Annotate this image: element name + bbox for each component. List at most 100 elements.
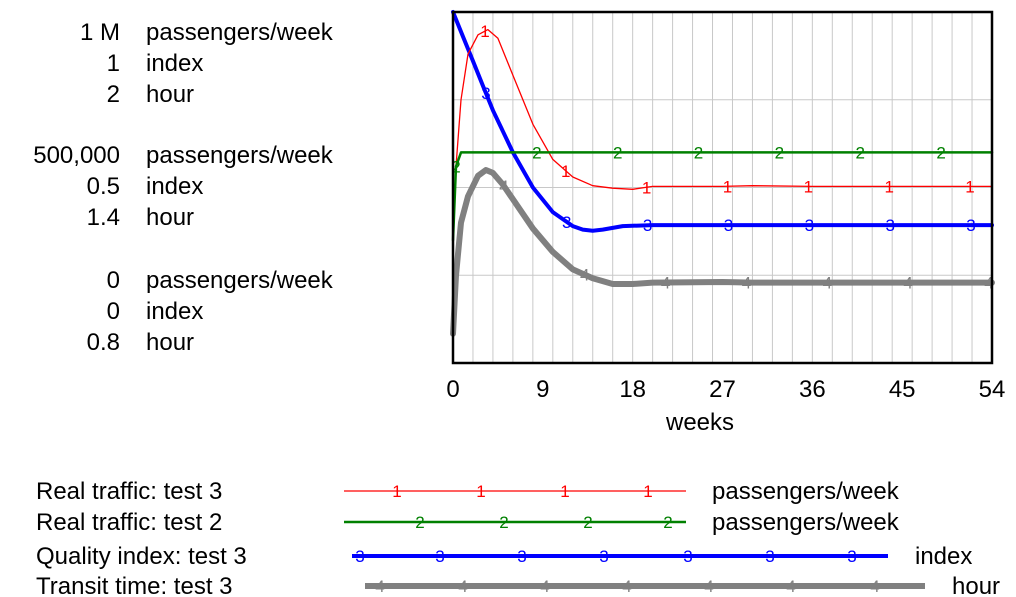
legend-marker: 3 <box>765 547 774 566</box>
series-line <box>450 167 995 337</box>
series-3: 3 3 3 3 3 3 3 <box>451 10 994 235</box>
series-marker: 2 <box>613 143 622 162</box>
y-unit-label: hour <box>146 204 194 231</box>
x-tick-label: 9 <box>536 376 549 403</box>
legend-entry: Quality index: test 3 3 3 3 3 3 3 3 index <box>36 543 972 570</box>
legend-marker: 3 <box>847 547 856 566</box>
y-tick-label: 2 <box>107 81 120 108</box>
series-marker: 2 <box>775 143 784 162</box>
series-marker: 4 <box>661 273 670 292</box>
series-line <box>451 151 994 242</box>
series-marker: 2 <box>532 143 541 162</box>
series-marker: 3 <box>562 213 571 232</box>
legend-label: Transit time: test 3 <box>36 573 233 597</box>
series-marker: 1 <box>965 177 974 196</box>
series-marker: 2 <box>856 143 865 162</box>
legend-marker: 2 <box>663 513 672 532</box>
legend-marker: 2 <box>499 513 508 532</box>
legend-entry: Real traffic: test 2 2 2 2 2 passengers/week <box>36 509 900 536</box>
series-1: 1 1 1 1 1 1 1 <box>452 22 993 241</box>
x-tick-label: 45 <box>889 376 916 403</box>
y-tick-label: 0 <box>107 267 120 294</box>
legend-marker: 4 <box>458 577 467 596</box>
series-marker: 1 <box>804 177 813 196</box>
legend-marker: 3 <box>599 547 608 566</box>
y-tick-label: 1 <box>107 50 120 77</box>
legend-marker: 4 <box>540 577 549 596</box>
x-axis-label: weeks <box>665 409 734 436</box>
plot-frame <box>451 10 994 365</box>
series-marker: 3 <box>724 216 733 235</box>
grid <box>453 12 992 363</box>
legend-unit: passengers/week <box>712 478 900 505</box>
series-marker: 4 <box>580 266 589 285</box>
legend-marker: 3 <box>435 547 444 566</box>
series-marker: 1 <box>642 178 651 197</box>
legend-label: Quality index: test 3 <box>36 543 247 570</box>
y-tick-label: 0.8 <box>87 329 120 356</box>
legend-marker: 1 <box>392 482 401 501</box>
y-tick-label: 0 <box>107 298 120 325</box>
legend-unit: passengers/week <box>712 509 900 536</box>
legend-marker: 4 <box>622 577 631 596</box>
series-marker: 4 <box>742 273 751 292</box>
series-4: 4 4 4 4 4 4 4 <box>450 167 995 337</box>
series-marker: 1 <box>480 22 489 41</box>
series-marker: 1 <box>723 177 732 196</box>
series-marker: 3 <box>643 216 652 235</box>
series-marker: 3 <box>966 216 975 235</box>
y-tick-label: 1.4 <box>87 204 120 231</box>
x-tick-label: 54 <box>979 376 1006 403</box>
legend-marker: 3 <box>517 547 526 566</box>
y-unit-label: index <box>146 50 203 77</box>
series-marker: 2 <box>936 143 945 162</box>
legend-marker: 4 <box>704 577 713 596</box>
x-tick-label: 36 <box>799 376 826 403</box>
y-tick-label: 500,000 <box>33 142 120 169</box>
series-marker: 2 <box>451 157 460 176</box>
legend-marker: 4 <box>870 577 879 596</box>
series-marker: 1 <box>561 162 570 181</box>
series-marker: 4 <box>499 177 508 196</box>
legend-unit: hour <box>952 573 1000 597</box>
y-unit-label: passengers/week <box>146 19 334 46</box>
y-unit-label: passengers/week <box>146 142 334 169</box>
x-tick-labels: 0 9 18 27 36 45 54 <box>446 376 1005 403</box>
legend: Real traffic: test 3 1 1 1 1 passengers/weekR… <box>36 478 1000 597</box>
legend-marker: 2 <box>583 513 592 532</box>
legend-unit: index <box>915 543 972 570</box>
series-marker: 3 <box>805 216 814 235</box>
legend-entry: Real traffic: test 3 1 1 1 1 passengers/week <box>36 478 900 505</box>
legend-marker: 3 <box>683 547 692 566</box>
legend-marker: 4 <box>375 577 384 596</box>
legend-marker: 2 <box>415 513 424 532</box>
y-unit-label: index <box>146 173 203 200</box>
series-marker: 4 <box>823 274 832 293</box>
series-marker: 2 <box>694 143 703 162</box>
series-marker: 1 <box>884 177 893 196</box>
y-axis-labels: 1 M passengers/week 1 index 2 hour 500,000 pass… <box>33 19 334 356</box>
series-line <box>452 28 993 241</box>
series-marker: 3 <box>481 84 490 103</box>
legend-marker: 1 <box>560 482 569 501</box>
x-tick-label: 18 <box>619 376 646 403</box>
legend-marker: 3 <box>355 547 364 566</box>
series-marker: 3 <box>885 216 894 235</box>
legend-marker: 4 <box>786 577 795 596</box>
y-unit-label: hour <box>146 329 194 356</box>
legend-marker: 1 <box>476 482 485 501</box>
series-marker: 4 <box>903 274 912 293</box>
legend-marker: 1 <box>643 482 652 501</box>
legend-entry: Transit time: test 3 4 4 4 4 4 4 4 hour <box>36 573 1000 597</box>
series-2: 2 2 2 2 2 2 2 <box>451 143 994 242</box>
x-tick-label: 0 <box>446 376 459 403</box>
y-unit-label: passengers/week <box>146 267 334 294</box>
y-unit-label: hour <box>146 81 194 108</box>
series-marker: 4 <box>984 274 993 293</box>
y-unit-label: index <box>146 298 203 325</box>
legend-label: Real traffic: test 3 <box>36 478 222 505</box>
y-tick-label: 1 M <box>80 19 120 46</box>
y-tick-label: 0.5 <box>87 173 120 200</box>
